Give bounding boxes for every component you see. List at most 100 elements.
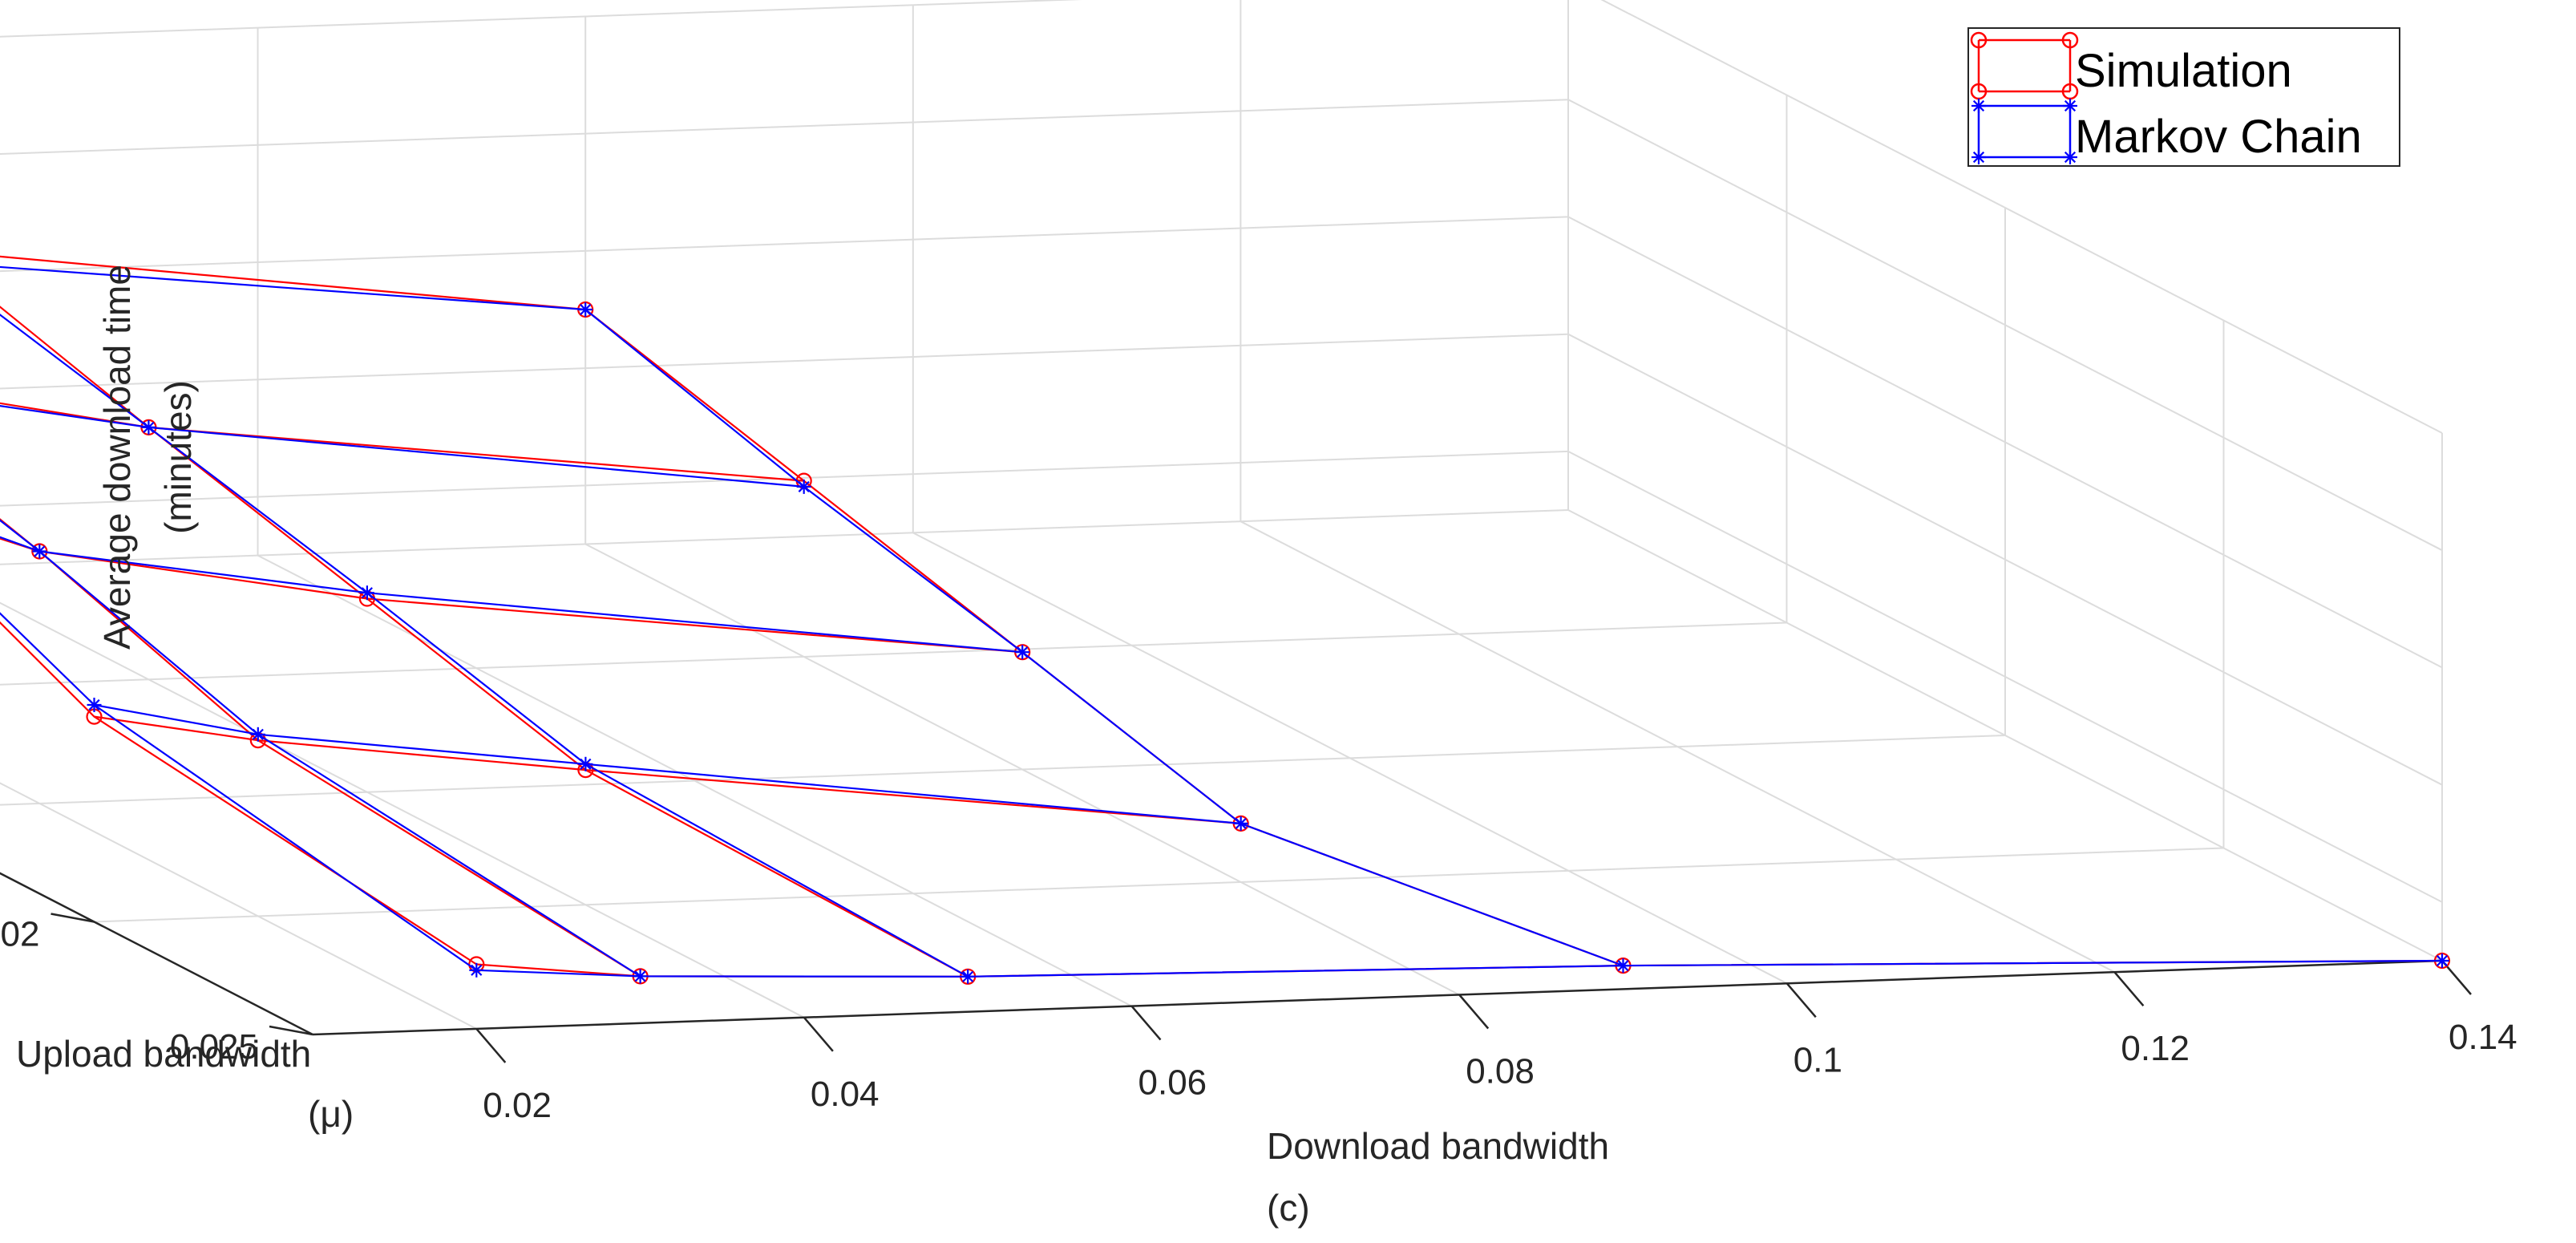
data-point-markov-chain-stroke — [1235, 817, 1247, 829]
data-point-markov-chain — [250, 727, 265, 742]
data-point-markov-chain — [469, 962, 484, 978]
series-line-row — [0, 402, 804, 482]
back-wall-gridline-z — [0, 99, 1569, 155]
data-point-markov-chain-stroke — [471, 964, 483, 976]
data-point-markov-chain-stroke — [361, 587, 373, 599]
data-point-markov-chain-stroke — [798, 480, 810, 492]
legend-marker-markov — [2063, 150, 2077, 164]
side-wall-gridline-z — [1600, 0, 2443, 434]
legend-marker-markov-stroke — [2064, 151, 2077, 164]
x-axis-label: Download bandwidth — [1267, 1125, 1609, 1167]
series-line-row — [94, 703, 1241, 824]
y-tick-label: 0.02 — [0, 915, 40, 954]
floor-gridline-y — [0, 509, 1569, 565]
x-tick-mark — [2113, 971, 2145, 1007]
x-tick-label: 0.14 — [2449, 1018, 2517, 1057]
legend-marker-markov-stroke — [1972, 99, 1985, 112]
y-axis-label-line1: Upload bandwidth — [16, 1033, 311, 1075]
legend: Simulation Markov Chain — [1967, 27, 2400, 167]
side-wall-gridline-z — [1567, 451, 2443, 903]
data-point-markov-chain-stroke — [34, 545, 46, 557]
data-point-markov-chain — [633, 969, 648, 984]
data-point-markov-chain — [2435, 954, 2449, 968]
y-tick-mark — [51, 913, 95, 923]
x-tick-label: 0.06 — [1138, 1063, 1207, 1103]
legend-box — [1967, 27, 2400, 167]
data-point-markov-chain — [141, 419, 156, 435]
legend-marker-simulation — [1970, 31, 1988, 49]
x-tick-label: 0.04 — [811, 1075, 880, 1114]
data-point-markov-chain-stroke — [634, 970, 646, 982]
caption: (c) — [1267, 1187, 1310, 1229]
z-axis-label-line1: Average download time — [96, 265, 138, 650]
legend-label-simulation: Simulation — [2075, 45, 2292, 97]
legend-marker-markov — [1971, 99, 1986, 113]
series-line-row — [94, 715, 1241, 824]
back-wall-gridline-z — [0, 216, 1569, 273]
data-point-markov-chain-stroke — [962, 970, 974, 982]
x-tick-mark — [1458, 994, 1490, 1030]
data-point-markov-chain-stroke — [580, 758, 592, 770]
side-wall-gridline-z — [1567, 99, 2443, 552]
side-wall-gridline-z — [1567, 333, 2443, 786]
data-point-markov-chain-stroke — [2436, 954, 2449, 967]
back-wall-gridline-z — [0, 333, 1569, 390]
data-point-markov-chain-stroke — [143, 421, 155, 433]
back-wall-gridline-z — [0, 0, 1082, 38]
legend-marker-markov-stroke — [2064, 99, 2077, 112]
series-markov-chain — [0, 265, 2449, 984]
legend-marker-markov — [2063, 99, 2077, 113]
series-line-row — [0, 255, 586, 311]
legend-label-markov: Markov Chain — [2075, 111, 2362, 163]
data-point-markov-chain — [1015, 645, 1030, 660]
legend-marker-markov-stroke — [1972, 151, 1985, 164]
data-layer — [0, 255, 2451, 985]
series-line-row — [476, 959, 2443, 978]
z-axis-label-line2: (minutes) — [157, 380, 199, 534]
data-point-markov-chain — [1233, 816, 1248, 831]
data-point-markov-chain — [578, 756, 593, 771]
floor-gridline-y — [0, 622, 1787, 686]
x-tick-mark — [475, 1028, 507, 1063]
series-line-column — [0, 621, 477, 966]
x-tick-mark — [803, 1016, 834, 1052]
legend-entry-markov: Markov Chain — [1971, 99, 2362, 164]
data-point-markov-chain — [1616, 958, 1631, 974]
data-point-markov-chain — [796, 479, 811, 494]
series-line-column — [0, 612, 477, 971]
back-wall-gridline-z — [0, 450, 1569, 507]
series-line-column — [0, 306, 969, 978]
data-point-markov-chain-stroke — [88, 698, 100, 711]
x-tick-label: 0.02 — [483, 1086, 552, 1125]
data-point-markov-chain — [32, 544, 47, 559]
floor-gridline-y — [94, 847, 2224, 923]
series-line-row — [0, 536, 1023, 654]
y-tick-mark — [269, 1025, 313, 1036]
data-point-markov-chain-stroke — [252, 728, 264, 740]
x-tick-label: 0.08 — [1466, 1052, 1535, 1091]
axis-layer: 0.020.040.060.080.10.120.140.0050.010.01… — [0, 872, 2517, 1125]
series-line-row — [0, 405, 804, 488]
series-line-row — [0, 265, 586, 311]
side-wall-gridline-z — [1567, 216, 2443, 669]
data-point-markov-chain-stroke — [580, 303, 592, 316]
x-tick-label: 0.1 — [1793, 1040, 1842, 1079]
legend-entry-simulation: Simulation — [1970, 31, 2292, 100]
data-point-markov-chain-stroke — [1017, 646, 1029, 658]
data-point-markov-chain — [960, 969, 976, 984]
series-line-row — [0, 537, 1023, 654]
floor-gridline-y — [0, 735, 2006, 806]
x-axis-line — [312, 959, 2443, 1036]
data-point-markov-chain — [578, 302, 593, 317]
x-tick-mark — [1130, 1005, 1162, 1041]
x-tick-label: 0.12 — [2121, 1029, 2190, 1068]
data-point-markov-chain-stroke — [1617, 960, 1629, 972]
y-axis-label-line2: (μ) — [308, 1093, 354, 1135]
legend-marker-simulation — [2061, 31, 2079, 49]
legend-marker-markov — [1971, 150, 1986, 164]
series-line-column — [0, 314, 969, 978]
data-point-markov-chain — [359, 585, 374, 601]
y-axis-line — [0, 872, 313, 1036]
data-point-markov-chain — [87, 698, 102, 712]
